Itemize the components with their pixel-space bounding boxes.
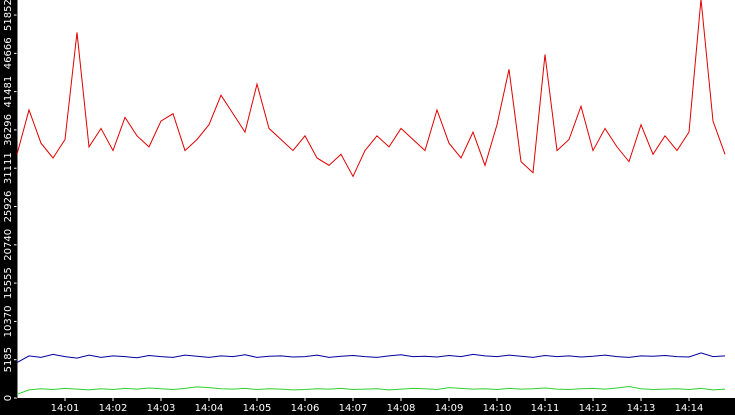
x-tick-label: 14:12 [579,403,608,414]
x-axis-strip [0,398,735,415]
x-tick-label: 14:06 [291,403,320,414]
x-tick-label: 14:03 [147,403,176,414]
x-tick-label: 14:05 [243,403,272,414]
series-line [16,0,726,178]
y-tick-label: 46666 [3,37,14,69]
y-tick-label: 15555 [3,267,14,299]
x-tick-label: 14:10 [483,403,512,414]
x-tick-label: 14:11 [531,403,560,414]
y-tick-label: 41481 [3,76,14,108]
series-line [16,352,726,363]
x-tick-label: 14:14 [675,403,704,414]
y-tick-label: 5185 [3,347,14,372]
y-tick-label: 25926 [3,191,14,223]
y-tick-label: 51852 [3,0,14,31]
x-tick-label: 14:01 [51,403,80,414]
x-tick-label: 14:07 [339,403,368,414]
y-tick-label: 0 [3,395,14,401]
x-tick-label: 14:08 [387,403,416,414]
x-tick-label: 14:09 [435,403,464,414]
x-tick-label: 14:13 [627,403,656,414]
y-axis-strip [0,0,17,415]
series-line [16,386,726,395]
x-tick-label: 14:04 [195,403,224,414]
y-tick-label: 10370 [3,306,14,338]
y-tick-label: 20740 [3,229,14,261]
x-tick-label: 14:02 [99,403,128,414]
y-tick-label: 31111 [3,152,14,184]
y-tick-label: 36296 [3,114,14,146]
